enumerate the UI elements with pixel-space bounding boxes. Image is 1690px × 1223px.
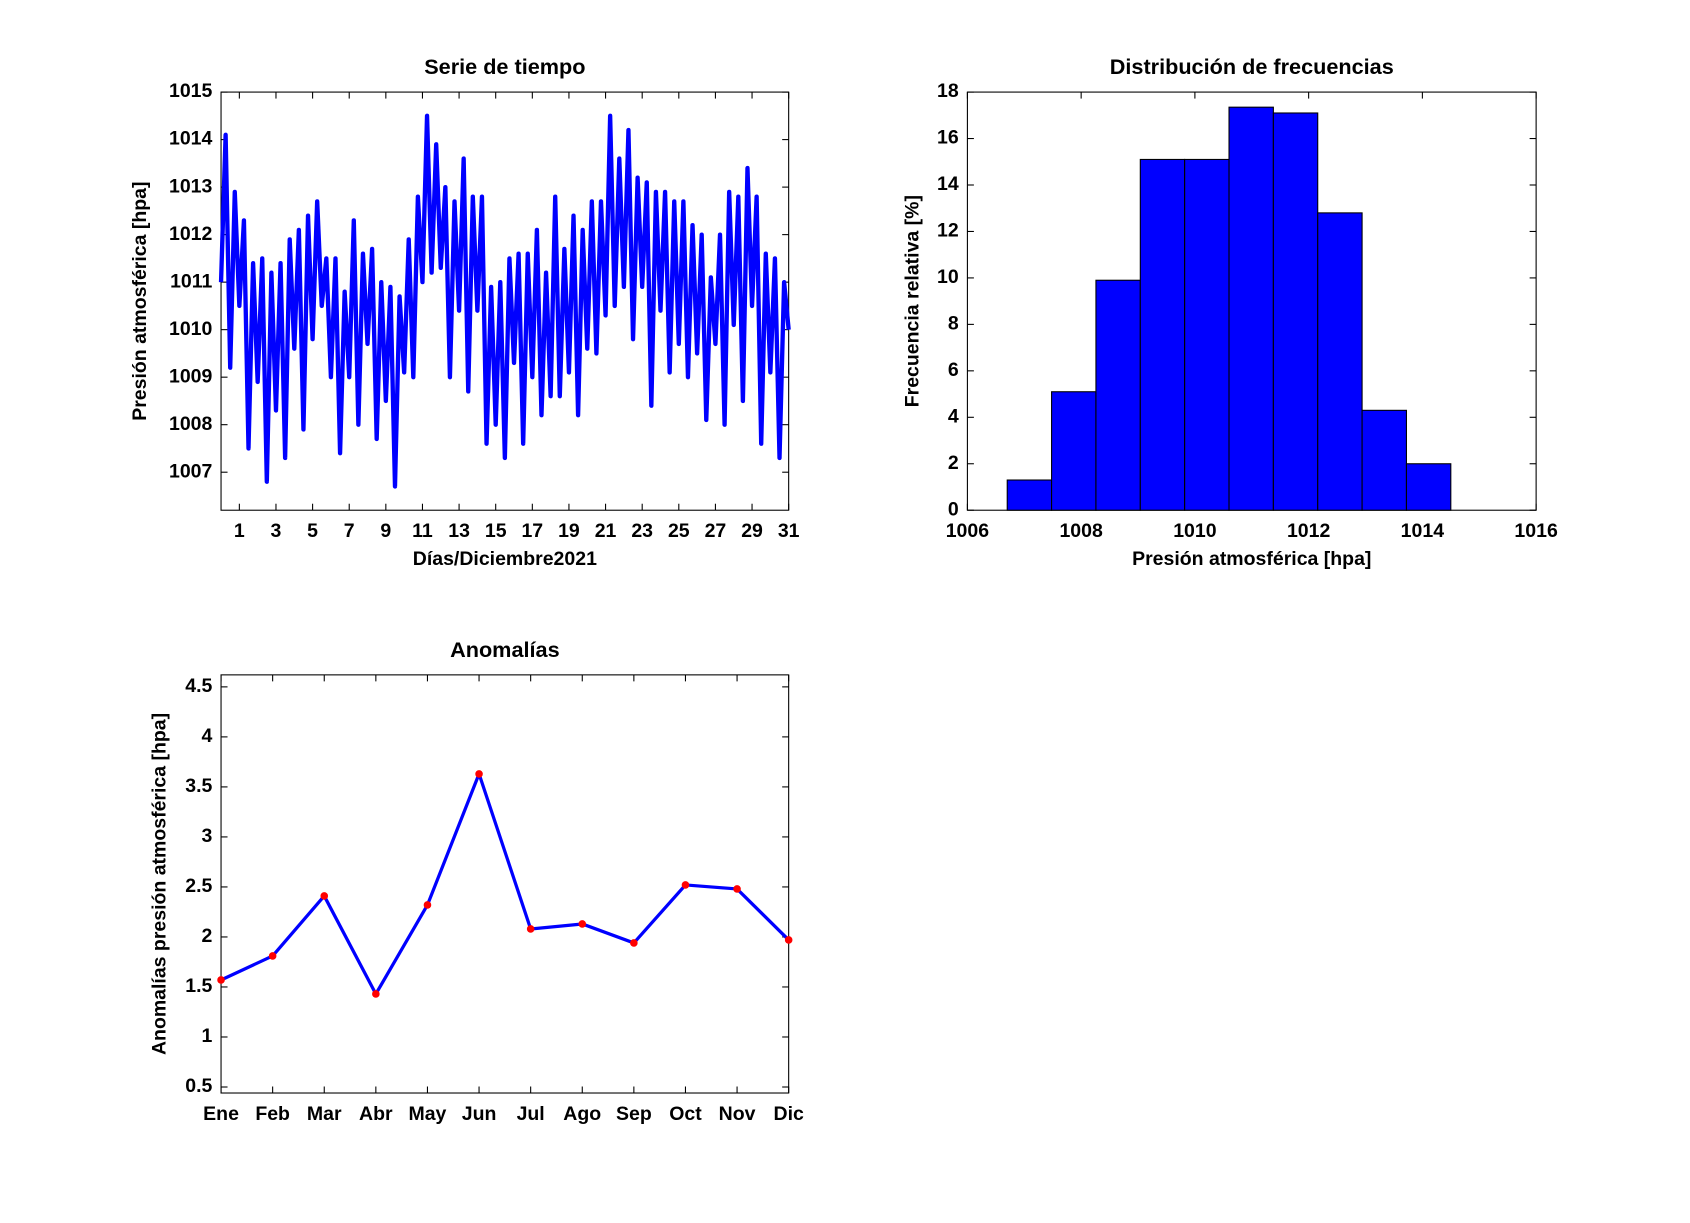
data-marker [475, 770, 483, 778]
y-tick-label: 1008 [169, 413, 213, 435]
x-tick-label: Mar [307, 1103, 342, 1125]
x-tick-label: 29 [741, 520, 763, 542]
y-tick-label: 1009 [169, 365, 213, 387]
chart-title: Distribución de frecuencias [1110, 54, 1394, 79]
y-axis-label: Anomalías presión atmosférica [hpa] [149, 713, 171, 1055]
histogram-bar [1317, 212, 1363, 511]
x-tick-label: Dic [774, 1103, 804, 1125]
y-tick-label: 3.5 [185, 775, 212, 797]
data-marker [372, 990, 380, 998]
x-tick-label: 1014 [1401, 520, 1445, 542]
y-tick-label: 8 [948, 313, 959, 335]
x-tick-label: 31 [778, 520, 800, 542]
x-tick-label: 23 [631, 520, 653, 542]
x-tick-label: Jul [517, 1103, 545, 1125]
x-tick-label: Feb [255, 1103, 290, 1125]
histogram-bar [1184, 158, 1230, 511]
x-tick-label: Ene [203, 1103, 239, 1125]
x-tick-label: 27 [705, 520, 727, 542]
y-tick-label: 4.5 [185, 675, 212, 697]
x-tick-label: Abr [359, 1103, 393, 1125]
x-tick-label: 1008 [1059, 520, 1103, 542]
histogram-bar [1361, 409, 1407, 511]
x-tick-label: 13 [448, 520, 470, 542]
x-tick-label: 1012 [1287, 520, 1331, 542]
y-tick-label: 2 [202, 925, 213, 947]
histogram-bar [1228, 106, 1274, 511]
x-tick-label: Ago [563, 1103, 601, 1125]
x-axis-label: Presión atmosférica [hpa] [1132, 548, 1371, 570]
y-tick-label: 4 [202, 725, 213, 747]
y-tick-label: 1013 [169, 175, 213, 197]
y-tick-label: 12 [937, 220, 959, 242]
x-tick-label: Jun [462, 1103, 497, 1125]
x-tick-label: 19 [558, 520, 580, 542]
x-tick-label: Sep [616, 1103, 652, 1125]
y-tick-label: 1 [202, 1025, 213, 1047]
y-tick-label: 2.5 [185, 875, 212, 897]
y-axis-label: Presión atmosférica [hpa] [129, 181, 151, 420]
data-marker [733, 885, 741, 893]
chart-title: Serie de tiempo [424, 54, 585, 79]
x-tick-label: Oct [669, 1103, 702, 1125]
x-tick-label: 1010 [1173, 520, 1217, 542]
y-tick-label: 1015 [169, 80, 213, 102]
histogram-bar [1006, 479, 1053, 511]
y-tick-label: 16 [937, 127, 959, 149]
histogram-bar [1095, 279, 1141, 511]
x-tick-label: 7 [344, 520, 355, 542]
x-tick-label: 9 [380, 520, 391, 542]
histogram-bar [1405, 463, 1452, 511]
y-tick-label: 2 [948, 452, 959, 474]
y-tick-label: 4 [948, 405, 959, 427]
y-tick-label: 10 [937, 266, 959, 288]
x-tick-label: 1 [234, 520, 245, 542]
x-tick-label: May [408, 1103, 446, 1125]
x-tick-label: 21 [595, 520, 617, 542]
y-tick-label: 1014 [169, 128, 213, 150]
x-tick-label: 25 [668, 520, 690, 542]
data-line [220, 772, 790, 996]
y-tick-label: 1007 [169, 460, 212, 482]
chart-title: Anomalías [450, 637, 560, 662]
y-tick-label: 3 [202, 825, 213, 847]
x-tick-label: 15 [485, 520, 507, 542]
y-tick-label: 6 [948, 359, 959, 381]
x-tick-label: 5 [307, 520, 318, 542]
histogram-bar [1139, 158, 1186, 511]
y-tick-label: 1.5 [185, 975, 212, 997]
data-marker [630, 939, 638, 947]
data-marker [217, 976, 225, 984]
data-marker [423, 901, 432, 909]
x-tick-label: 1006 [946, 520, 990, 542]
y-tick-label: 1010 [169, 318, 213, 340]
y-tick-label: 1012 [169, 223, 213, 245]
data-marker [526, 925, 535, 933]
plot-area [220, 674, 790, 1094]
data-line [218, 113, 791, 489]
y-tick-label: 18 [937, 80, 959, 102]
y-tick-label: 0.5 [185, 1075, 212, 1097]
x-tick-label: 3 [271, 520, 282, 542]
x-tick-label: 17 [521, 520, 543, 542]
data-marker [681, 881, 690, 889]
y-axis-label: Frecuencia relativa [%] [901, 195, 923, 407]
data-marker [578, 920, 587, 928]
y-tick-label: 0 [948, 498, 959, 520]
histogram-bar [1272, 112, 1319, 511]
y-tick-label: 1011 [170, 270, 212, 292]
x-tick-label: Nov [719, 1103, 756, 1125]
x-axis-label: Días/Diciembre2021 [413, 548, 597, 570]
y-tick-label: 14 [937, 173, 959, 195]
data-marker [320, 892, 329, 900]
data-marker [268, 952, 277, 960]
x-tick-label: 1016 [1514, 520, 1558, 542]
data-marker [784, 936, 793, 944]
histogram-bar [1051, 391, 1097, 511]
x-tick-label: 11 [412, 520, 433, 542]
